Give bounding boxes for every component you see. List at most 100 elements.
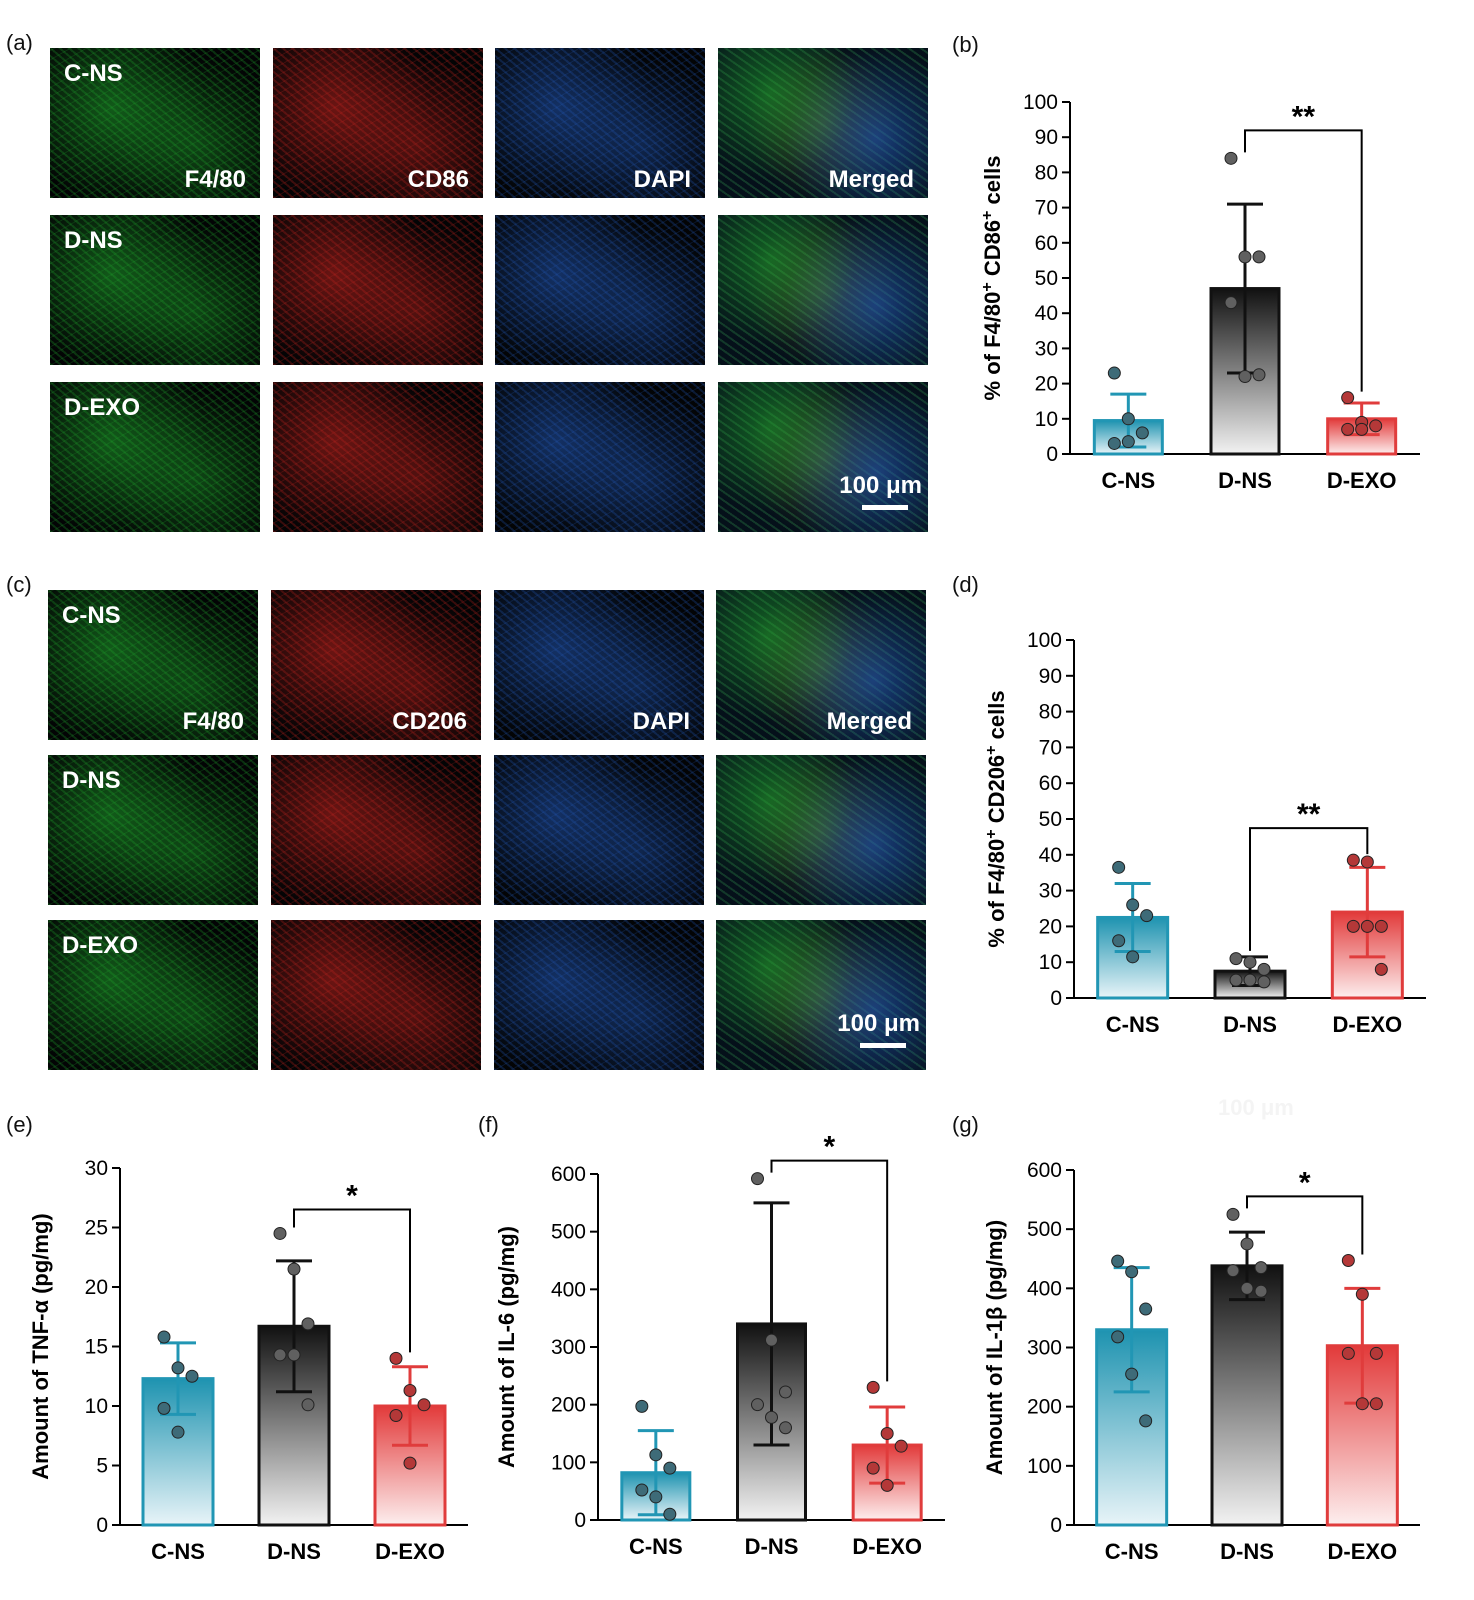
- y-tick-label: 40: [1035, 302, 1058, 325]
- y-tick-label: 0: [1046, 443, 1058, 466]
- data-point: [301, 1317, 315, 1331]
- y-tick-label: 20: [1035, 373, 1058, 396]
- data-point: [1341, 422, 1355, 436]
- data-point: [779, 1385, 792, 1399]
- y-axis-label: Amount of TNF-α (pg/mg): [28, 1213, 53, 1479]
- data-point: [171, 1425, 185, 1439]
- micrograph-tile: D-EXO: [48, 920, 258, 1070]
- micrograph-tile: [495, 215, 705, 365]
- y-axis-label: Amount of IL-1β (pg/mg): [982, 1220, 1007, 1475]
- group-label: D-NS: [62, 767, 121, 794]
- y-tick-label: 30: [1035, 337, 1058, 360]
- data-point: [1140, 909, 1154, 923]
- data-point: [1226, 1207, 1240, 1221]
- y-tick-label: 100: [1027, 629, 1062, 652]
- data-point: [1224, 296, 1238, 310]
- data-point: [649, 1448, 663, 1462]
- data-point: [273, 1226, 287, 1240]
- data-point: [1257, 975, 1271, 989]
- y-tick-label: 50: [1039, 808, 1062, 831]
- micrograph-tile: [271, 755, 481, 905]
- data-point: [1252, 368, 1266, 382]
- data-point: [1360, 919, 1374, 933]
- significance-bracket: [1246, 1195, 1364, 1255]
- y-tick-label: 60: [1039, 772, 1062, 795]
- data-point: [663, 1507, 677, 1521]
- panel-label-e: (e): [6, 1112, 33, 1137]
- y-tick-label: 0: [1050, 987, 1062, 1010]
- data-point: [1229, 973, 1243, 987]
- y-axis-label: Amount of IL-6 (pg/mg): [494, 1226, 519, 1468]
- faint-scale-text: 100 μm: [1218, 1095, 1294, 1120]
- y-tick-label: 90: [1039, 665, 1062, 688]
- data-point: [1369, 419, 1383, 433]
- x-tick-label: D-NS: [745, 1534, 799, 1559]
- y-tick-label: 50: [1035, 267, 1058, 290]
- y-tick-label: 300: [1027, 1337, 1062, 1360]
- y-tick-label: 500: [551, 1221, 586, 1244]
- data-point: [1369, 1346, 1383, 1360]
- significance-bracket: [770, 1159, 889, 1382]
- y-tick-label: 30: [85, 1157, 108, 1180]
- data-point: [1107, 436, 1121, 450]
- data-point: [1254, 1284, 1268, 1298]
- data-point: [1126, 950, 1140, 964]
- data-point: [301, 1398, 315, 1412]
- data-point: [157, 1330, 171, 1344]
- micrograph-tile: [718, 215, 928, 365]
- data-point: [1226, 1264, 1240, 1278]
- chart-g-il1b: 0 100 200 300 400 500 600 Amount of IL-1β (pg/m…: [982, 1159, 1420, 1564]
- micrograph-tile: Merged: [718, 48, 928, 198]
- data-point: [1111, 1330, 1125, 1344]
- data-point: [635, 1483, 649, 1497]
- y-axis-label: % of F4/80+ CD86+ cells: [979, 156, 1006, 401]
- data-point: [880, 1427, 894, 1440]
- x-tick-label: D-EXO: [1327, 468, 1397, 493]
- chart-f-il6: 0 100 200 300 400 500 600 Amount of IL-6 (pg/mg…: [494, 1131, 945, 1559]
- channel-label: F4/80: [182, 708, 244, 735]
- y-tick-label: 0: [1050, 1514, 1062, 1537]
- data-point: [765, 1333, 778, 1347]
- y-tick-label: 600: [1027, 1159, 1062, 1182]
- y-tick-label: 10: [1035, 408, 1058, 431]
- data-point: [663, 1461, 677, 1475]
- micrograph-tile: [495, 382, 705, 532]
- micrograph-tile: [716, 755, 926, 905]
- data-point: [1360, 855, 1374, 869]
- data-point: [287, 1262, 301, 1276]
- x-tick-label: D-EXO: [375, 1539, 445, 1564]
- x-tick-label: D-NS: [267, 1539, 321, 1564]
- micrograph-tile: DAPI: [495, 48, 705, 198]
- data-point: [1341, 391, 1355, 405]
- scale-bar-label: 100 μm: [839, 472, 922, 499]
- data-point: [880, 1478, 894, 1492]
- data-point: [1238, 250, 1252, 264]
- data-point: [1346, 919, 1360, 933]
- data-point: [1107, 366, 1121, 380]
- significance-label: *: [1299, 1166, 1311, 1199]
- data-point: [273, 1348, 287, 1362]
- data-point: [866, 1380, 880, 1394]
- y-axis-label: % of F4/80+ CD206+ cells: [983, 690, 1010, 947]
- data-point: [389, 1351, 403, 1365]
- y-tick-label: 15: [85, 1336, 108, 1359]
- micrograph-tile: 100 μm: [718, 382, 928, 532]
- panel-label-g: (g): [952, 1112, 979, 1137]
- y-tick-label: 40: [1039, 844, 1062, 867]
- group-label: D-NS: [64, 227, 123, 254]
- data-point: [1238, 370, 1252, 384]
- data-point: [1125, 1367, 1139, 1381]
- x-tick-label: D-EXO: [1327, 1539, 1397, 1564]
- group-label: D-EXO: [64, 394, 141, 421]
- significance-bracket: [293, 1208, 411, 1353]
- data-point: [1374, 919, 1388, 933]
- data-point: [1240, 1237, 1254, 1251]
- y-tick-label: 200: [1027, 1396, 1062, 1419]
- x-tick-label: D-NS: [1223, 1012, 1277, 1037]
- micrograph-tile: [271, 920, 481, 1070]
- scale-bar-label: 100 μm: [837, 1010, 920, 1037]
- y-tick-label: 30: [1039, 880, 1062, 903]
- significance-label: *: [823, 1131, 835, 1164]
- scale-bar: [860, 1043, 906, 1048]
- y-tick-label: 10: [1039, 951, 1062, 974]
